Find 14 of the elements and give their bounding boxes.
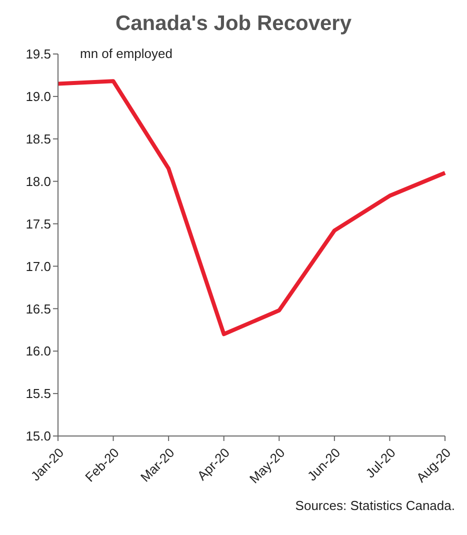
y-tick-label: 15.5 (26, 386, 51, 402)
y-tick-label: 19.5 (26, 46, 51, 62)
chart-title: Canada's Job Recovery (114, 11, 353, 37)
y-tick-label: 17.5 (26, 216, 51, 232)
y-axis-title: mn of employed (80, 46, 172, 61)
y-tick-label: 15.0 (26, 428, 51, 444)
y-tick-label: 19.0 (26, 89, 51, 104)
y-tick-label: 17.0 (26, 258, 51, 274)
y-tick-label: 16.5 (26, 301, 51, 316)
line-series (56, 79, 447, 336)
y-tick-label: 16.0 (26, 344, 51, 359)
y-tick-label: 18.5 (26, 132, 51, 147)
y-tick-label: 18.0 (26, 174, 51, 189)
source-note: Sources: Statistics Canada. (294, 498, 456, 513)
